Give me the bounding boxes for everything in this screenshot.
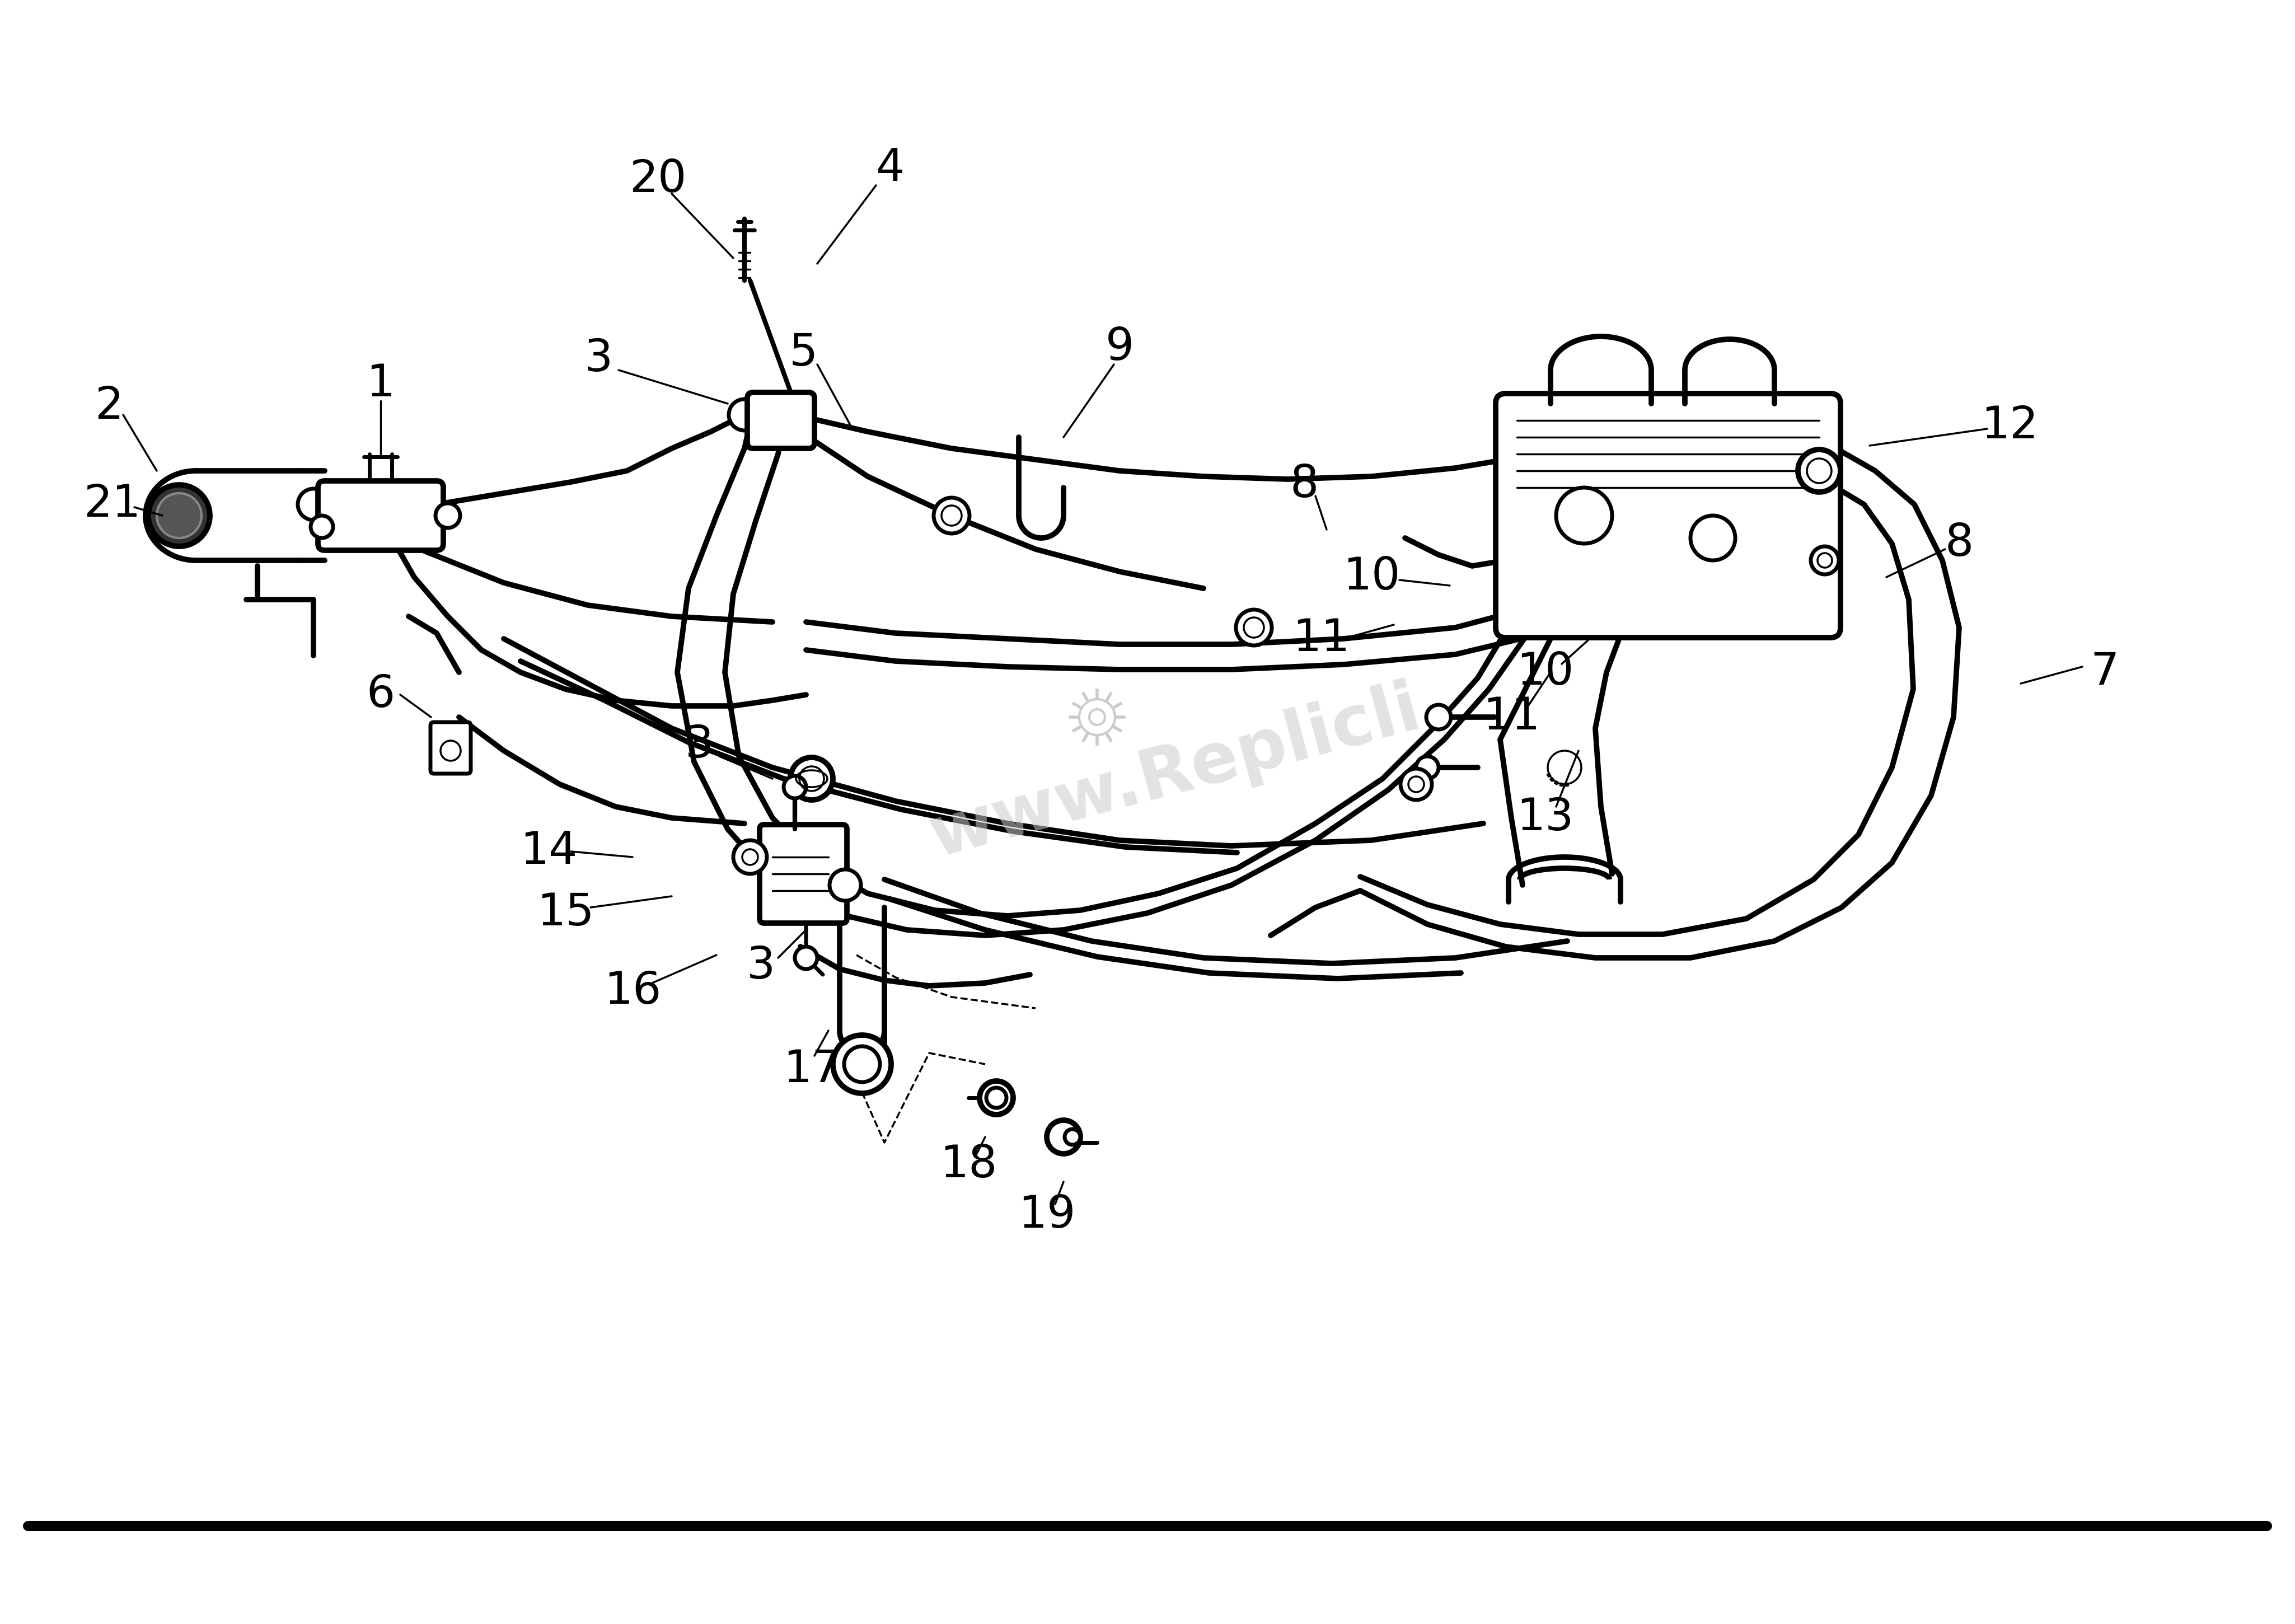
Circle shape <box>310 515 333 538</box>
Text: 18: 18 <box>939 1143 996 1187</box>
Circle shape <box>734 840 767 874</box>
Circle shape <box>987 1088 1008 1108</box>
Text: 3: 3 <box>585 338 613 380</box>
Circle shape <box>794 947 817 970</box>
Circle shape <box>934 497 968 534</box>
Circle shape <box>1065 1129 1081 1145</box>
Text: 16: 16 <box>604 970 661 1013</box>
Circle shape <box>1237 609 1271 645</box>
Circle shape <box>1400 768 1432 801</box>
Circle shape <box>845 1046 879 1082</box>
Text: 5: 5 <box>789 331 817 375</box>
Circle shape <box>1691 515 1735 560</box>
Text: 15: 15 <box>537 892 594 935</box>
Text: 4: 4 <box>877 146 904 190</box>
Circle shape <box>828 869 861 901</box>
Text: 9: 9 <box>1106 326 1134 370</box>
Circle shape <box>783 776 806 799</box>
Text: 19: 19 <box>1019 1194 1076 1237</box>
Text: 21: 21 <box>83 482 140 526</box>
Circle shape <box>436 503 459 528</box>
Text: 7: 7 <box>2091 651 2118 693</box>
Circle shape <box>149 486 209 546</box>
Circle shape <box>730 400 760 430</box>
Text: www.Replicli: www.Replicli <box>923 676 1427 870</box>
Circle shape <box>789 757 833 801</box>
Text: 12: 12 <box>1981 404 2038 448</box>
FancyBboxPatch shape <box>748 393 815 448</box>
Circle shape <box>1811 546 1838 575</box>
Text: 11: 11 <box>1292 617 1349 661</box>
Text: 8: 8 <box>1290 463 1320 507</box>
Text: 3: 3 <box>746 945 776 987</box>
Text: 13: 13 <box>1517 796 1574 840</box>
Text: 8: 8 <box>1944 521 1974 565</box>
Circle shape <box>1556 487 1611 544</box>
Text: 17: 17 <box>783 1047 840 1091</box>
Circle shape <box>980 1082 1012 1114</box>
FancyBboxPatch shape <box>431 723 470 773</box>
FancyBboxPatch shape <box>319 481 443 551</box>
Text: 1: 1 <box>367 362 395 406</box>
Circle shape <box>441 741 461 760</box>
Circle shape <box>1416 757 1439 778</box>
Circle shape <box>1425 705 1450 729</box>
Text: 14: 14 <box>521 830 576 874</box>
Circle shape <box>298 489 328 520</box>
Text: 2: 2 <box>94 385 124 429</box>
Circle shape <box>1797 450 1841 492</box>
Text: 6: 6 <box>367 672 395 716</box>
FancyBboxPatch shape <box>1496 393 1841 638</box>
Text: 11: 11 <box>1483 695 1540 739</box>
Text: 20: 20 <box>629 158 686 201</box>
Text: 10: 10 <box>1517 651 1574 693</box>
Text: 10: 10 <box>1343 555 1400 599</box>
Circle shape <box>833 1034 890 1093</box>
Circle shape <box>1047 1121 1081 1153</box>
FancyBboxPatch shape <box>760 825 847 922</box>
Circle shape <box>156 494 202 538</box>
Text: 3: 3 <box>686 723 714 767</box>
